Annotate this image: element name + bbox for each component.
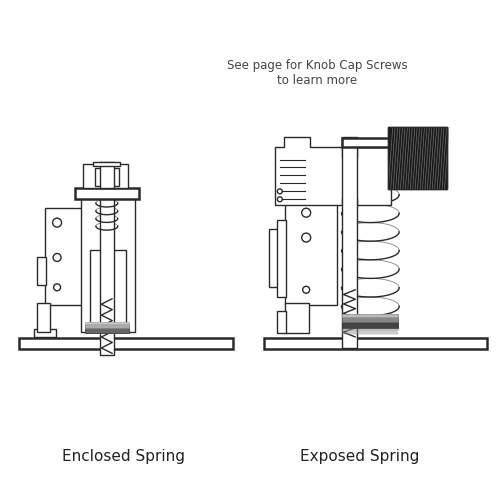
Circle shape (278, 189, 282, 194)
Bar (37, 303, 50, 332)
Bar (342, 314, 398, 317)
Bar (342, 136, 357, 348)
Circle shape (52, 218, 62, 227)
Bar (269, 228, 284, 288)
Bar (19, 338, 233, 349)
Circle shape (54, 284, 60, 291)
Bar (85, 322, 128, 324)
Bar (34, 329, 56, 337)
Bar (342, 317, 398, 322)
Polygon shape (275, 136, 391, 205)
Bar (342, 322, 398, 328)
Bar (81, 198, 134, 332)
Bar (277, 310, 286, 333)
Bar (100, 162, 114, 188)
Circle shape (53, 254, 61, 262)
Bar (90, 250, 126, 327)
Bar (388, 127, 447, 190)
Bar (37, 258, 46, 285)
Circle shape (302, 286, 310, 294)
Bar (388, 127, 447, 190)
Bar (93, 162, 120, 166)
Bar (45, 208, 84, 304)
Bar (264, 338, 486, 349)
Bar (84, 164, 128, 188)
Bar (285, 200, 337, 304)
Bar (75, 188, 138, 200)
Text: See page for Knob Cap Screws
to learn more: See page for Knob Cap Screws to learn mo… (227, 60, 408, 88)
Circle shape (278, 197, 282, 202)
Bar (85, 324, 128, 328)
Bar (277, 220, 286, 297)
Bar (95, 168, 118, 186)
Bar (342, 138, 421, 146)
Bar (285, 303, 308, 333)
Bar (85, 328, 128, 333)
Circle shape (302, 208, 310, 217)
Text: Enclosed Spring: Enclosed Spring (62, 449, 184, 464)
Circle shape (302, 233, 310, 242)
Text: Exposed Spring: Exposed Spring (300, 449, 419, 464)
Bar (100, 169, 114, 356)
